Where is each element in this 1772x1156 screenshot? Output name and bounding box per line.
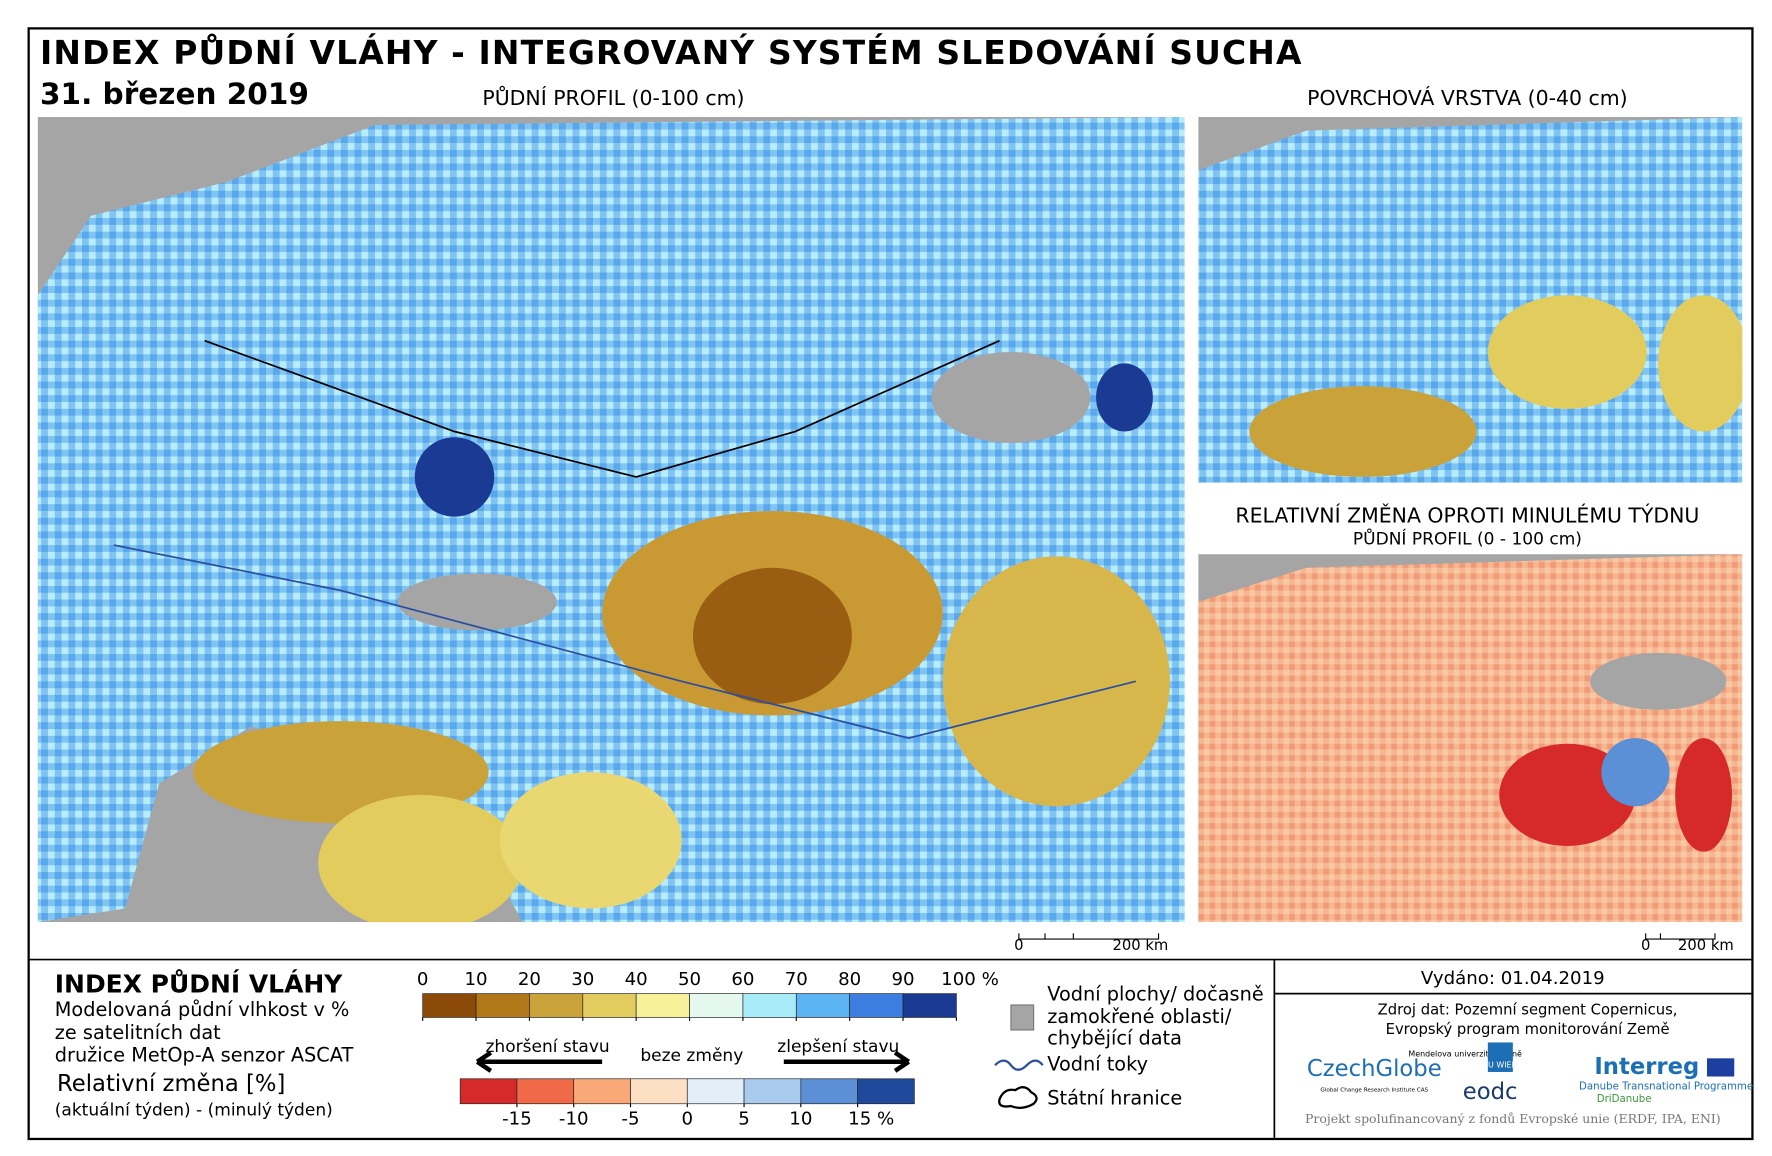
tick-label: 40 bbox=[625, 969, 648, 990]
tick-label: 60 bbox=[731, 969, 754, 990]
tick-label: 0 bbox=[681, 1109, 693, 1130]
legend-text: zlepšení stavu bbox=[777, 1037, 899, 1057]
map-title: PŮDNÍ PROFIL (0-100 cm) bbox=[482, 84, 744, 110]
logo: Mendelova univerzita v Brně bbox=[1408, 1049, 1522, 1058]
tick-label: 70 bbox=[785, 969, 808, 990]
legend-text: ze satelitních dat bbox=[55, 1021, 221, 1044]
color-swatch bbox=[795, 993, 851, 1018]
color-swatch bbox=[689, 993, 744, 1018]
map-title: RELATIVNÍ ZMĚNA OPROTI MINULÉMU TÝDNU bbox=[1235, 503, 1699, 528]
logo: eodc bbox=[1463, 1079, 1518, 1105]
color-swatch bbox=[742, 993, 797, 1018]
logo: Interreg bbox=[1594, 1054, 1699, 1080]
key-text: zamokřené oblasti/ bbox=[1047, 1005, 1232, 1028]
tick-label: 20 bbox=[518, 969, 541, 990]
legend-text: družice MetOp-A senzor ASCAT bbox=[55, 1044, 354, 1067]
color-swatch bbox=[800, 1078, 858, 1105]
date: 31. březen 2019 bbox=[40, 77, 309, 111]
eu-flag bbox=[1707, 1058, 1735, 1077]
color-swatch bbox=[635, 993, 690, 1018]
color-swatch bbox=[475, 993, 530, 1018]
main-map bbox=[37, 116, 1185, 923]
color-swatch bbox=[582, 993, 637, 1018]
tick-label: -10 bbox=[559, 1109, 589, 1130]
color-swatch bbox=[686, 1078, 745, 1105]
key-swatch bbox=[1010, 1004, 1035, 1031]
color-swatch bbox=[516, 1078, 575, 1105]
scale-label: 0 bbox=[1641, 937, 1650, 954]
tick-label: 30 bbox=[571, 969, 594, 990]
map-subtitle: PŮDNÍ PROFIL (0 - 100 cm) bbox=[1353, 527, 1582, 549]
tick-label: 10 bbox=[465, 969, 488, 990]
tick-label: 10 bbox=[789, 1109, 812, 1130]
arrow bbox=[475, 1050, 603, 1073]
source: Zdroj dat: Pozemní segment Copernicus, bbox=[1378, 1002, 1678, 1019]
footer: Projekt spolufinancovaný z fondů Evropsk… bbox=[1305, 1111, 1721, 1126]
issued: Vydáno: 01.04.2019 bbox=[1421, 968, 1605, 989]
color-swatch bbox=[902, 993, 957, 1018]
tick-label: 80 bbox=[838, 969, 861, 990]
tick-label: 0 bbox=[417, 969, 429, 990]
logo: Global Change Research Institute CAS bbox=[1320, 1088, 1428, 1094]
legend-title: Relativní změna [%] bbox=[57, 1071, 285, 1097]
tick-label: -15 bbox=[502, 1109, 532, 1130]
logo: DriDanube bbox=[1597, 1094, 1652, 1105]
key-river bbox=[994, 1059, 1044, 1071]
logo: TU WIEN bbox=[1482, 1061, 1517, 1070]
scale-label: 200 km bbox=[1678, 937, 1734, 954]
key-text: Státní hranice bbox=[1047, 1087, 1182, 1110]
color-swatch bbox=[743, 1078, 802, 1105]
legend-text: zhoršení stavu bbox=[486, 1037, 610, 1057]
logo-mark bbox=[1487, 1042, 1513, 1072]
color-swatch bbox=[529, 993, 584, 1018]
tick-label: 90 bbox=[891, 969, 914, 990]
divider bbox=[28, 958, 1753, 1139]
legend-title: INDEX PŮDNÍ VLÁHY bbox=[55, 969, 344, 999]
tick-label: 100 % bbox=[941, 969, 999, 990]
tick-label: -5 bbox=[621, 1109, 639, 1130]
key-text: Vodní toky bbox=[1047, 1053, 1148, 1076]
logo: CzechGlobe bbox=[1307, 1056, 1442, 1082]
legend-text: beze změny bbox=[640, 1046, 743, 1066]
color-swatch bbox=[857, 1078, 915, 1105]
legend-text: Modelovaná půdní vlhkost v % bbox=[55, 998, 350, 1021]
surface-map bbox=[1198, 116, 1743, 483]
change-map bbox=[1198, 554, 1743, 923]
color-swatch bbox=[422, 993, 477, 1018]
logo: Danube Transnational Programme bbox=[1579, 1082, 1753, 1093]
color-swatch bbox=[849, 993, 904, 1018]
color-swatch bbox=[630, 1078, 688, 1105]
source: Evropský program monitorování Země bbox=[1386, 1021, 1670, 1038]
key-text: chybějící data bbox=[1047, 1027, 1182, 1050]
legend-text: (aktuální týden) - (minulý týden) bbox=[55, 1101, 333, 1121]
color-swatch bbox=[573, 1078, 631, 1105]
tick-label: 15 % bbox=[848, 1109, 894, 1130]
color-swatch bbox=[459, 1078, 518, 1105]
tick-label: 50 bbox=[678, 969, 701, 990]
key-border bbox=[998, 1086, 1038, 1109]
title: INDEX PŮDNÍ VLÁHY - INTEGROVANÝ SYSTÉM S… bbox=[40, 32, 1303, 72]
key-text: Vodní plochy/ dočasně bbox=[1047, 982, 1263, 1005]
scale-label: 0 bbox=[1014, 937, 1023, 954]
arrow bbox=[783, 1050, 910, 1073]
tick-label: 5 bbox=[738, 1109, 750, 1130]
scale-bar: 0 200 km 0 200 km bbox=[1014, 933, 1734, 954]
map-title: POVRCHOVÁ VRSTVA (0-40 cm) bbox=[1307, 85, 1628, 110]
scale-label: 200 km bbox=[1112, 937, 1168, 954]
